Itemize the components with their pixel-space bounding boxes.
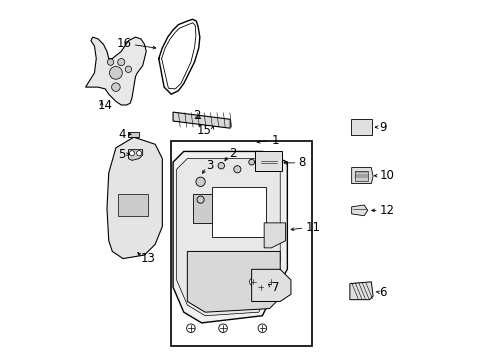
Circle shape: [129, 151, 134, 156]
Circle shape: [196, 177, 205, 186]
Polygon shape: [128, 132, 139, 137]
FancyBboxPatch shape: [354, 171, 367, 181]
Text: 13: 13: [141, 252, 156, 265]
Text: 11: 11: [305, 221, 320, 234]
Text: 16: 16: [117, 37, 132, 50]
Circle shape: [111, 83, 120, 91]
Circle shape: [248, 159, 254, 165]
Polygon shape: [85, 37, 146, 105]
Polygon shape: [107, 137, 162, 258]
Text: 15: 15: [196, 124, 211, 137]
Polygon shape: [351, 205, 367, 216]
Polygon shape: [173, 112, 230, 128]
FancyBboxPatch shape: [118, 194, 148, 216]
Text: 1: 1: [271, 134, 278, 147]
Polygon shape: [349, 282, 372, 300]
Text: 7: 7: [272, 281, 279, 294]
Text: 3: 3: [206, 159, 213, 172]
Polygon shape: [264, 223, 285, 248]
Circle shape: [136, 151, 142, 156]
Polygon shape: [176, 158, 280, 316]
Circle shape: [107, 59, 114, 65]
Circle shape: [218, 324, 227, 333]
Circle shape: [258, 324, 266, 333]
Circle shape: [233, 166, 241, 173]
Text: 5: 5: [118, 148, 125, 161]
FancyBboxPatch shape: [350, 119, 372, 135]
Text: 2: 2: [192, 109, 200, 122]
Polygon shape: [128, 150, 142, 160]
Circle shape: [256, 283, 264, 291]
Polygon shape: [212, 187, 265, 237]
Circle shape: [218, 162, 224, 169]
Polygon shape: [351, 167, 372, 184]
Text: 4: 4: [118, 128, 125, 141]
FancyBboxPatch shape: [192, 194, 228, 223]
Text: 9: 9: [379, 121, 386, 134]
Text: 2: 2: [229, 147, 237, 160]
Circle shape: [118, 59, 124, 66]
Text: 6: 6: [379, 286, 386, 299]
Text: 8: 8: [298, 156, 305, 169]
Circle shape: [125, 66, 131, 72]
Text: 12: 12: [379, 204, 394, 217]
FancyBboxPatch shape: [255, 152, 282, 171]
Circle shape: [186, 324, 195, 333]
Circle shape: [109, 66, 122, 79]
Text: 10: 10: [379, 169, 394, 182]
Polygon shape: [187, 251, 280, 312]
Polygon shape: [251, 269, 290, 301]
Circle shape: [267, 278, 275, 286]
FancyBboxPatch shape: [171, 141, 312, 346]
Circle shape: [197, 196, 203, 203]
Text: 14: 14: [97, 99, 112, 112]
Circle shape: [249, 278, 257, 286]
Polygon shape: [173, 152, 287, 323]
